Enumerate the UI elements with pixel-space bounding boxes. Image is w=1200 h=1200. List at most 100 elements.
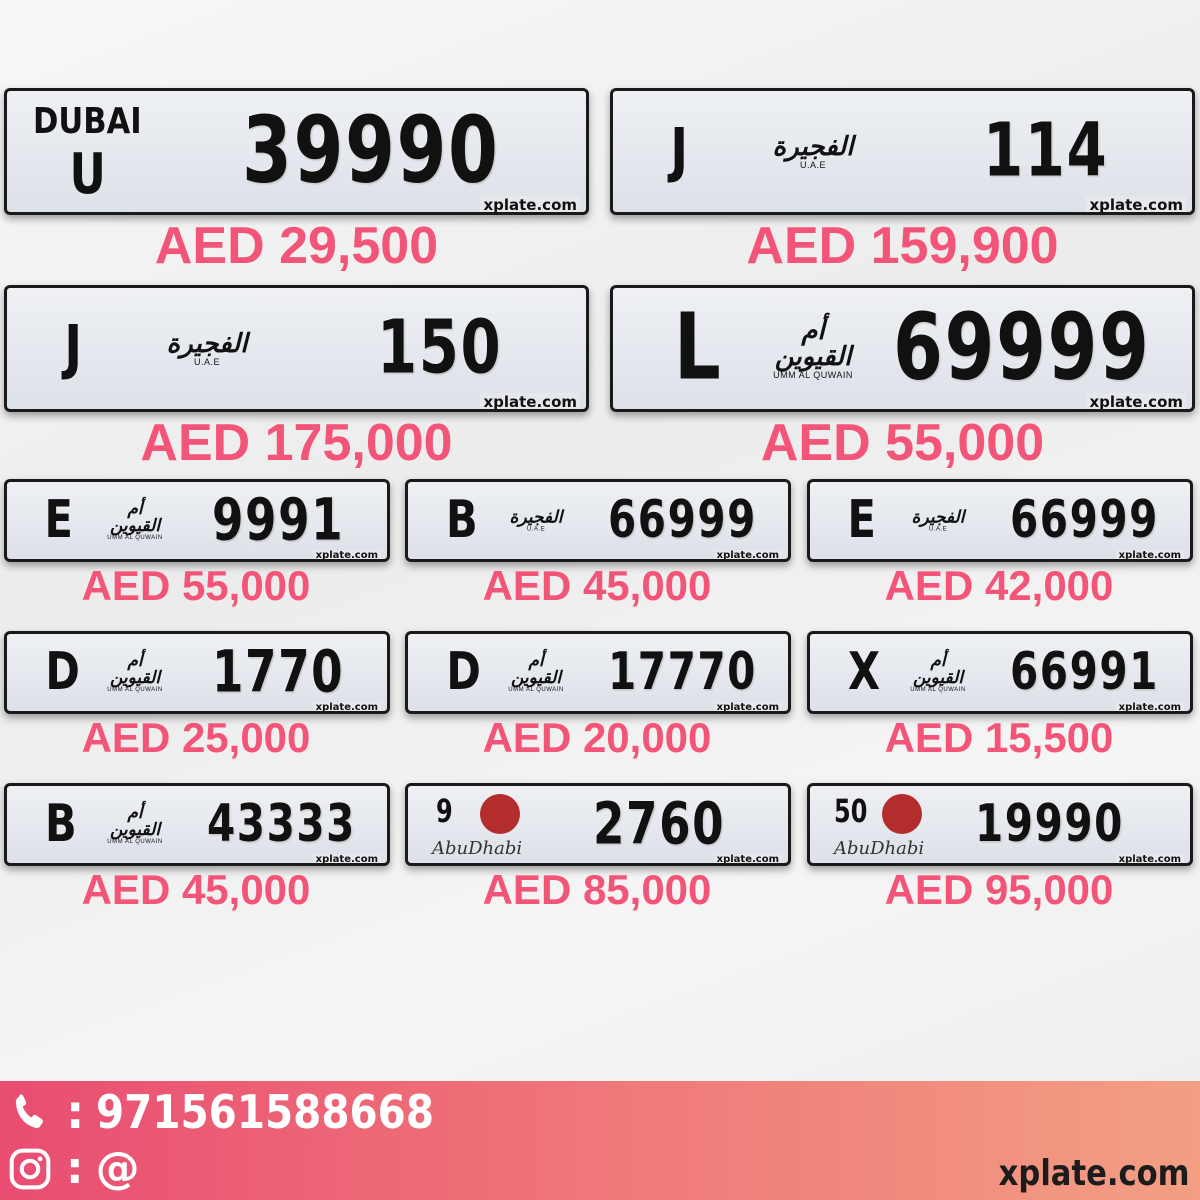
- plate-watermark: xplate.com: [1115, 702, 1184, 711]
- fujairah-emblem-label: U.A.E: [928, 526, 948, 532]
- plate-number: 1770: [212, 637, 345, 706]
- plate-listing[interactable]: B أم القيوين UMM AL QUWAIN 43333 xplate.co…: [4, 783, 390, 916]
- fujairah-emblem-label: U.A.E: [193, 356, 220, 367]
- umm-al-quwain-emblem-label: UMM AL QUWAIN: [107, 838, 163, 845]
- plate-watermark: xplate.com: [480, 393, 580, 409]
- plate-code: J: [64, 312, 83, 383]
- plate-code: J: [670, 115, 689, 186]
- plate-code: U: [69, 141, 106, 207]
- plate-number: 2760: [593, 789, 726, 858]
- plate-price: AED 29,500: [154, 217, 439, 275]
- plate-watermark: xplate.com: [480, 196, 580, 212]
- fujairah-emblem: الفجيرة U.A.E: [157, 331, 257, 367]
- phone-row: : 971561588668: [8, 1085, 481, 1139]
- plate-number: 39990: [242, 95, 500, 203]
- plate-listing[interactable]: 9 AbuDhabi 2760 xplate.com AED 85,000: [405, 783, 791, 916]
- umm-al-quwain-emblem-arabic: أم القيوين: [109, 802, 161, 840]
- plate-number: 17770: [608, 641, 757, 702]
- license-plate: 9 AbuDhabi 2760 xplate.com: [405, 783, 791, 866]
- umm-al-quwain-emblem: أم القيوين UMM AL QUWAIN: [102, 650, 168, 693]
- license-plate: B الفجيرة U.A.E 66999 xplate.com: [405, 479, 791, 562]
- license-plate: B أم القيوين UMM AL QUWAIN 43333 xplate.co…: [4, 783, 390, 866]
- fujairah-emblem: الفجيرة U.A.E: [905, 507, 971, 533]
- license-plate: D أم القيوين UMM AL QUWAIN 17770 xplate.co…: [405, 631, 791, 714]
- plate-listing[interactable]: J الفجيرة U.A.E 114 xplate.com AED 159,900: [610, 88, 1195, 285]
- license-plate: 50 AbuDhabi 19990 xplate.com: [807, 783, 1193, 866]
- plate-price: AED 175,000: [140, 414, 453, 472]
- plate-number: 19990: [975, 793, 1124, 854]
- umm-al-quwain-emblem-arabic: أم القيوين: [109, 498, 161, 536]
- plate-listing[interactable]: B الفجيرة U.A.E 66999 xplate.com AED 45,00…: [405, 479, 791, 612]
- plate-watermark: xplate.com: [312, 854, 381, 863]
- plate-listing[interactable]: D أم القيوين UMM AL QUWAIN 1770 xplate.com…: [4, 631, 390, 764]
- plate-watermark: xplate.com: [713, 550, 782, 559]
- abu-dhabi-emblem-icon: [480, 794, 520, 834]
- umm-al-quwain-emblem: أم القيوين UMM AL QUWAIN: [102, 802, 168, 845]
- plate-listing[interactable]: 50 AbuDhabi 19990 xplate.com AED 95,000: [807, 783, 1193, 916]
- plate-watermark: xplate.com: [1115, 854, 1184, 863]
- umm-al-quwain-emblem-label: UMM AL QUWAIN: [107, 534, 163, 541]
- license-plate: E أم القيوين UMM AL QUWAIN 9991 xplate.com: [4, 479, 390, 562]
- plate-price: AED 45,000: [81, 866, 311, 913]
- instagram-icon: [9, 1148, 51, 1189]
- site-name[interactable]: xplate.com: [999, 1153, 1190, 1194]
- umm-al-quwain-emblem-arabic: أم القيوين: [774, 315, 852, 372]
- plate-code: E: [847, 489, 876, 550]
- instagram-separator: :: [66, 1143, 84, 1194]
- fujairah-emblem: الفجيرة U.A.E: [503, 507, 569, 533]
- plate-price: AED 55,000: [81, 562, 311, 609]
- fujairah-emblem: الفجيرة U.A.E: [763, 134, 863, 170]
- umm-al-quwain-emblem-label: UMM AL QUWAIN: [773, 369, 853, 380]
- plate-code: D: [45, 641, 80, 702]
- plate-price: AED 25,000: [81, 714, 311, 761]
- fujairah-emblem-label: U.A.E: [799, 159, 826, 170]
- plate-code: D: [446, 641, 481, 702]
- plate-watermark: xplate.com: [312, 702, 381, 711]
- plate-listing[interactable]: L أم القيوين UMM AL QUWAIN 69999 xplate.co…: [610, 285, 1195, 482]
- fujairah-emblem-arabic: الفجيرة: [911, 507, 965, 527]
- umm-al-quwain-emblem-arabic: أم القيوين: [109, 650, 161, 688]
- plate-code: X: [848, 641, 881, 702]
- plate-listing[interactable]: J الفجيرة U.A.E 150 xplate.com AED 175,000: [4, 285, 589, 482]
- plate-code: L: [673, 292, 721, 400]
- plate-price: AED 15,500: [884, 714, 1114, 761]
- plate-listing[interactable]: X أم القيوين UMM AL QUWAIN 66991 xplate.co…: [807, 631, 1193, 764]
- plate-listing[interactable]: E أم القيوين UMM AL QUWAIN 9991 xplate.com…: [4, 479, 390, 612]
- plate-number: 150: [377, 303, 503, 390]
- plate-number: 43333: [207, 793, 356, 854]
- fujairah-emblem-arabic: الفجيرة: [509, 507, 563, 527]
- plate-price: AED 42,000: [884, 562, 1114, 609]
- phone-number[interactable]: 971561588668: [96, 1085, 435, 1139]
- plate-watermark: xplate.com: [1086, 393, 1186, 409]
- umm-al-quwain-emblem-label: UMM AL QUWAIN: [910, 686, 966, 693]
- abu-dhabi-emblem-icon: [882, 794, 922, 834]
- plate-code: 9: [436, 792, 453, 830]
- plate-listing[interactable]: DUBAI U 39990 xplate.com AED 29,500: [4, 88, 589, 285]
- plate-code: E: [44, 489, 73, 550]
- plate-watermark: xplate.com: [713, 854, 782, 863]
- plate-number: 66991: [1010, 641, 1159, 702]
- plate-price: AED 20,000: [482, 714, 712, 761]
- instagram-row: : @: [8, 1143, 140, 1194]
- plate-code: B: [44, 793, 77, 854]
- plate-listing[interactable]: E الفجيرة U.A.E 66999 xplate.com AED 42,00…: [807, 479, 1193, 612]
- plate-watermark: xplate.com: [713, 702, 782, 711]
- dubai-emblem: DUBAI: [33, 101, 142, 142]
- plate-number: 114: [983, 106, 1109, 193]
- umm-al-quwain-emblem: أم القيوين UMM AL QUWAIN: [763, 318, 863, 380]
- license-plate: X أم القيوين UMM AL QUWAIN 66991 xplate.co…: [807, 631, 1193, 714]
- plate-watermark: xplate.com: [312, 550, 381, 559]
- umm-al-quwain-emblem-label: UMM AL QUWAIN: [107, 686, 163, 693]
- contact-footer: : 971561588668 : @ xplate.com: [0, 1081, 1200, 1200]
- fujairah-emblem-label: U.A.E: [526, 526, 546, 532]
- plate-listing[interactable]: D أم القيوين UMM AL QUWAIN 17770 xplate.co…: [405, 631, 791, 764]
- instagram-handle[interactable]: @: [95, 1143, 140, 1194]
- license-plate: J الفجيرة U.A.E 114 xplate.com: [610, 88, 1195, 215]
- plate-price: AED 95,000: [884, 866, 1114, 913]
- plate-number: 9991: [212, 485, 345, 554]
- plate-price: AED 45,000: [482, 562, 712, 609]
- phone-icon: [15, 1094, 43, 1129]
- fujairah-emblem-arabic: الفجيرة: [772, 131, 854, 162]
- plate-price: AED 159,900: [746, 217, 1059, 275]
- license-plate: E الفجيرة U.A.E 66999 xplate.com: [807, 479, 1193, 562]
